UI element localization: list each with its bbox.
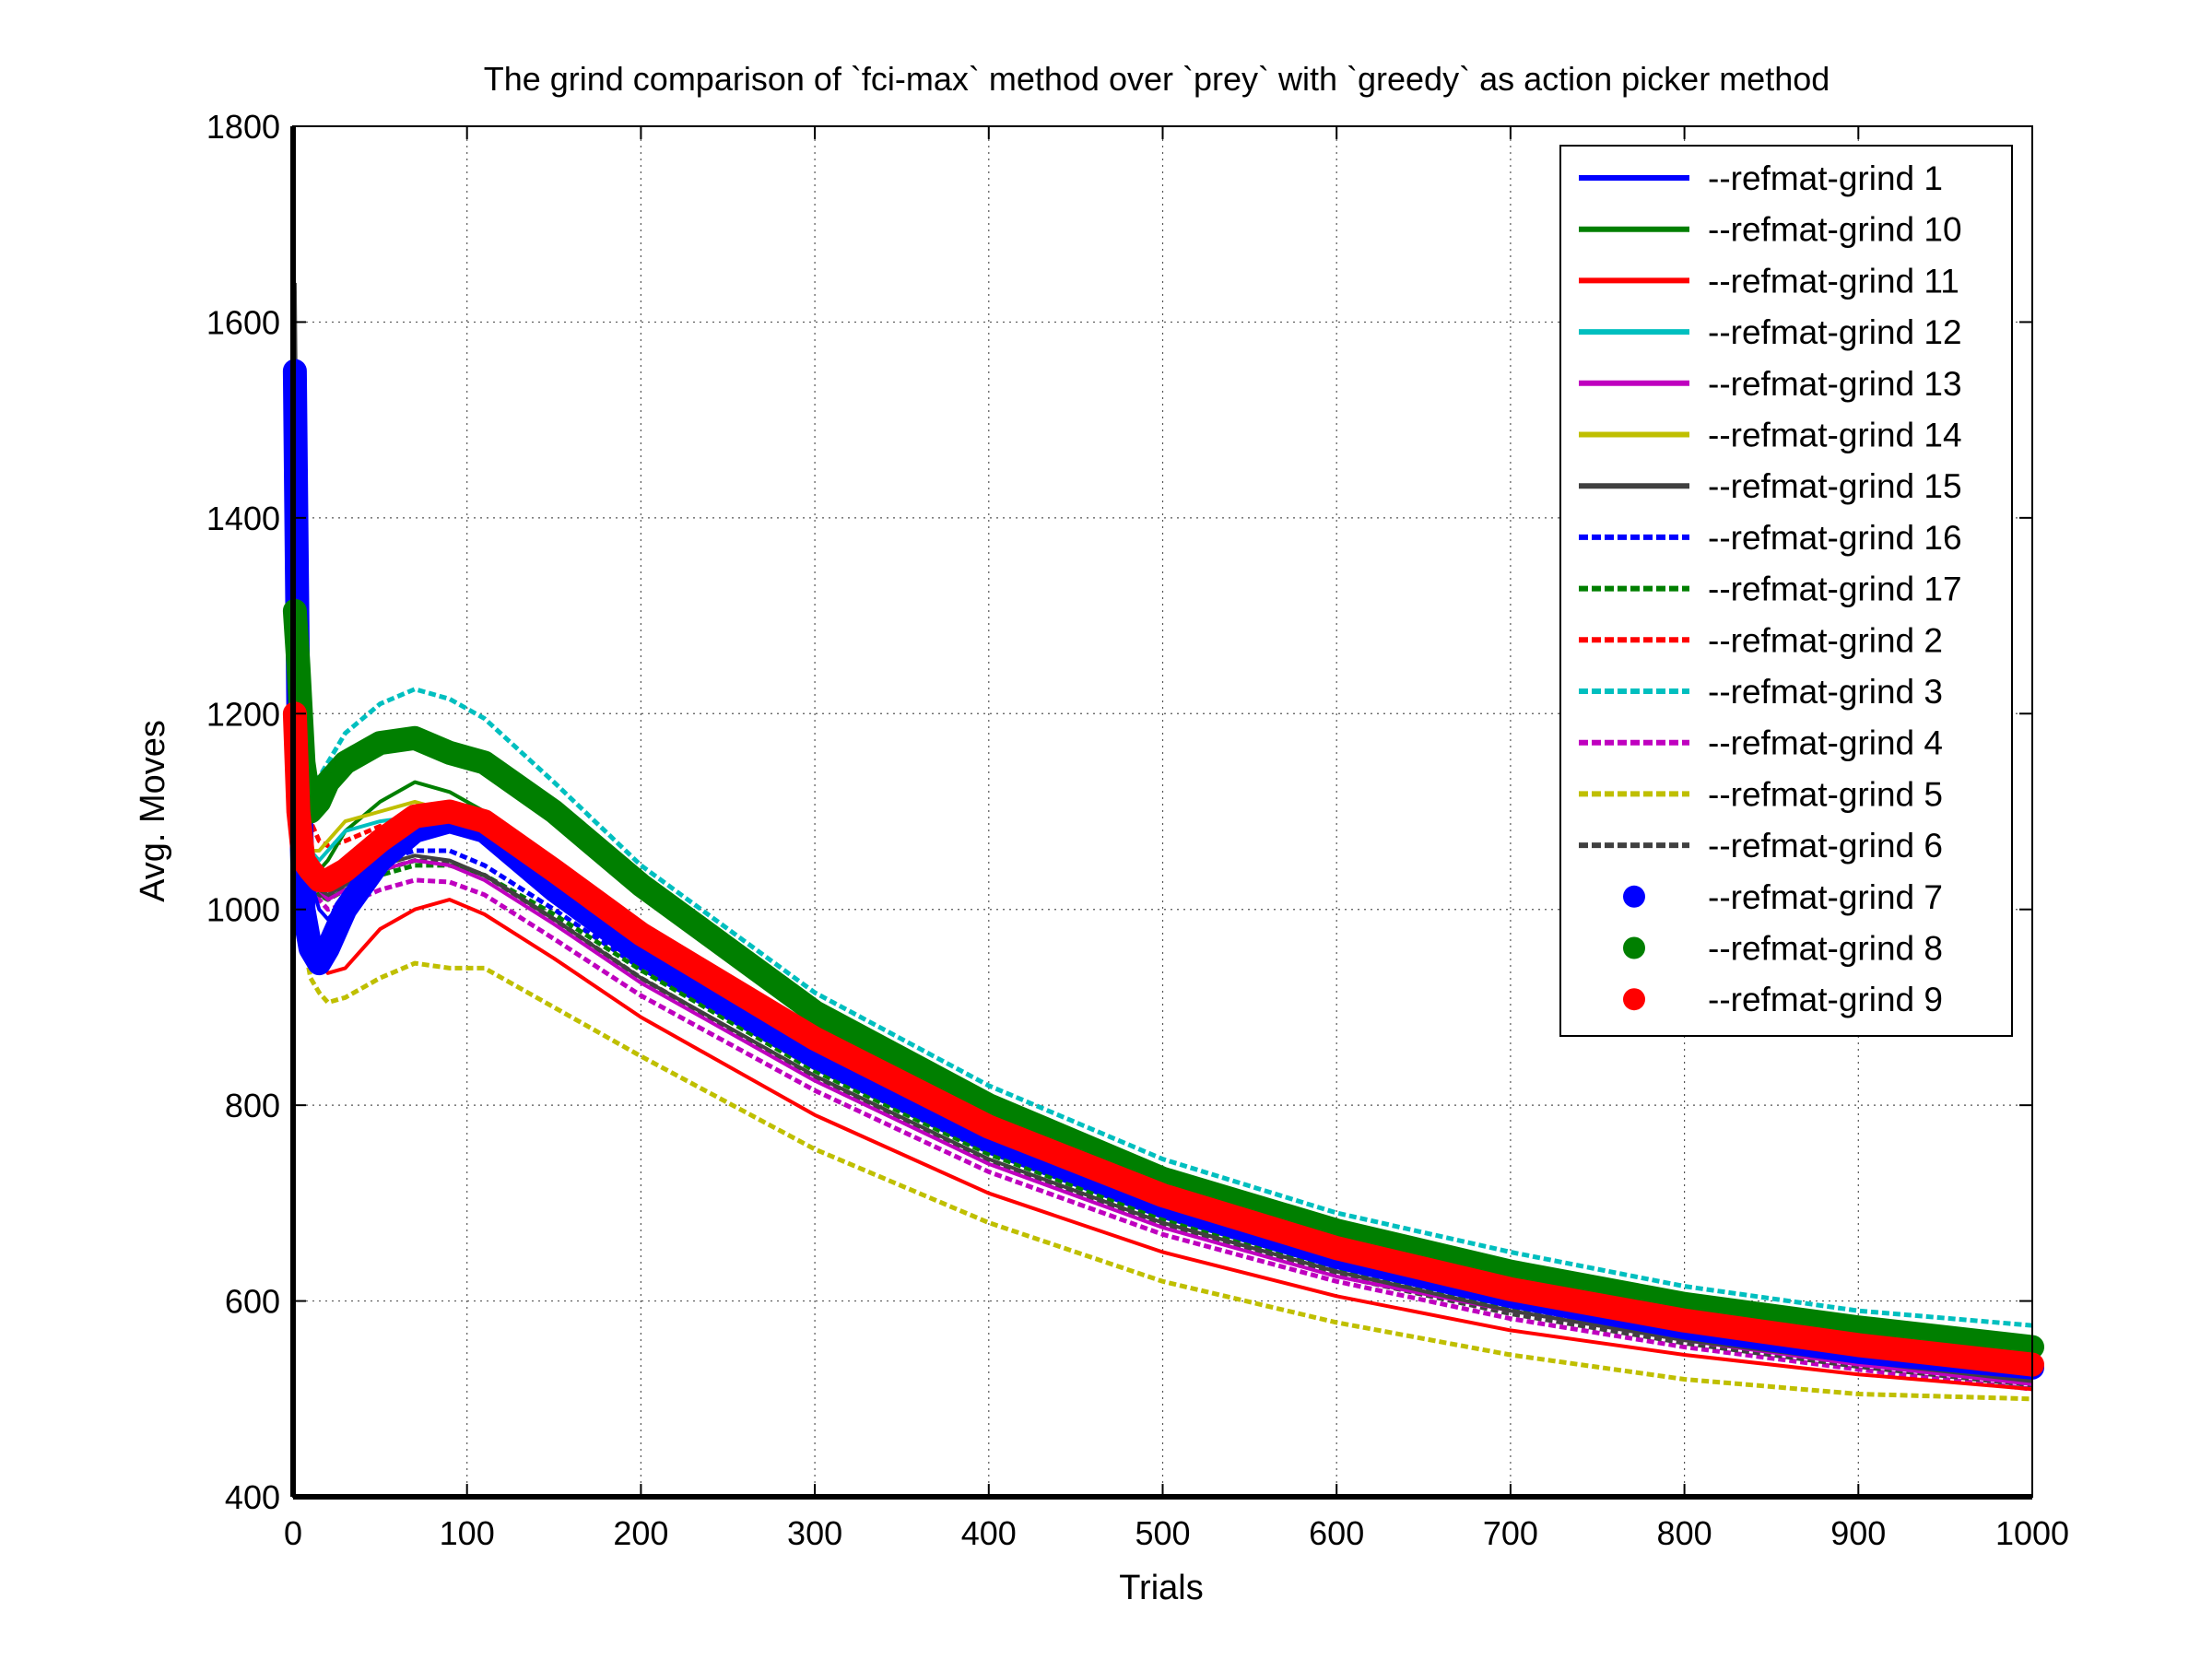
legend-label: --refmat-grind 6 [1708,827,1943,865]
legend-entry: --refmat-grind 6 [1579,827,1943,865]
legend-entry: --refmat-grind 1 [1579,159,1943,197]
legend-label: --refmat-grind 13 [1708,365,1962,403]
y-tick-label: 1800 [206,108,280,146]
x-tick-label: 0 [284,1514,302,1552]
x-tick-label: 400 [961,1514,1017,1552]
legend-entry: --refmat-grind 11 [1579,262,1959,300]
y-tick-label: 1600 [206,303,280,341]
series-refmat-grind-5 [292,713,2033,1402]
y-tick-label: 1200 [206,695,280,733]
y-tick-label: 1400 [206,500,280,537]
legend-entry: --refmat-grind 15 [1579,467,1962,505]
series-refmat-grind-9 [282,701,2044,1377]
legend-label: --refmat-grind 10 [1708,211,1962,249]
series-refmat-grind-7-point [300,938,321,959]
legend-label: --refmat-grind 4 [1708,724,1943,762]
x-tick-label: 500 [1135,1514,1190,1552]
series-refmat-grind-7-point [335,899,356,920]
legend-entry: --refmat-grind 2 [1579,621,1943,659]
legend-entry: --refmat-grind 8 [1623,930,1943,968]
series-refmat-grind-5-line [292,713,2033,1402]
legend-label: --refmat-grind 9 [1708,981,1943,1018]
series-refmat-grind-9-point [317,869,338,890]
x-tick-label: 200 [613,1514,668,1552]
x-tick-label: 300 [787,1514,842,1552]
x-axis-ticks: 0 100 200 300 400 500 600 700 800 900 1000 [284,126,2069,1552]
legend-entry: --refmat-grind 5 [1579,775,1943,813]
x-tick-label: 900 [1830,1514,1886,1552]
legend-marker [1623,885,1645,908]
x-tick-label: 600 [1309,1514,1364,1552]
legend-label: --refmat-grind 14 [1708,417,1962,454]
legend-entry: --refmat-grind 13 [1579,365,1962,403]
x-tick-label: 1000 [1995,1514,2069,1552]
legend-label: --refmat-grind 1 [1708,159,1943,197]
legend-label: --refmat-grind 17 [1708,571,1962,608]
y-tick-label: 800 [225,1087,280,1124]
series-refmat-grind-8-point [309,791,330,812]
chart-title: The grind comparison of `fci-max` method… [484,60,1830,98]
legend-entry: --refmat-grind 12 [1579,313,1962,351]
y-tick-label: 600 [225,1283,280,1321]
legend-label: --refmat-grind 3 [1708,673,1943,711]
series-refmat-grind-7-point [309,953,330,974]
legend-label: --refmat-grind 11 [1708,262,1959,300]
series-refmat-grind-8-point [317,771,338,793]
series-refmat-grind-9-point [335,860,356,881]
series-refmat-grind-7-point [317,938,338,959]
x-tick-label: 700 [1483,1514,1538,1552]
legend-entry: --refmat-grind 3 [1579,673,1943,711]
x-tick-label: 800 [1657,1514,1712,1552]
y-tick-label: 1000 [206,891,280,929]
legend-label: --refmat-grind 15 [1708,467,1962,505]
legend-label: --refmat-grind 8 [1708,930,1943,968]
legend-label: --refmat-grind 7 [1708,878,1943,916]
series-refmat-grind-3 [292,654,2033,1328]
legend-entry: --refmat-grind 14 [1579,417,1962,454]
y-axis-label: Avg. Moves [134,720,172,902]
legend-entry: --refmat-grind 17 [1579,571,1962,608]
y-tick-label: 400 [225,1478,280,1516]
legend-entry: --refmat-grind 16 [1579,519,1962,557]
legend-entry: --refmat-grind 9 [1623,981,1943,1018]
legend-label: --refmat-grind 16 [1708,519,1962,557]
legend-marker [1623,988,1645,1011]
legend-entry: --refmat-grind 10 [1579,211,1962,249]
legend-marker [1623,936,1645,959]
series-refmat-grind-8-point [335,752,356,773]
legend: --refmat-grind 1 --refmat-grind 10 --refma… [1559,145,2013,1037]
x-axis-label: Trials [1119,1569,1203,1607]
series-refmat-grind-3-line [292,654,2033,1328]
legend-label: --refmat-grind 12 [1708,313,1962,351]
series-group [282,282,2044,1402]
legend-entry: --refmat-grind 7 [1623,878,1943,916]
x-tick-label: 100 [440,1514,495,1552]
legend-entry: --refmat-grind 4 [1579,724,1943,762]
legend-label: --refmat-grind 5 [1708,775,1943,813]
legend-label: --refmat-grind 2 [1708,621,1943,659]
